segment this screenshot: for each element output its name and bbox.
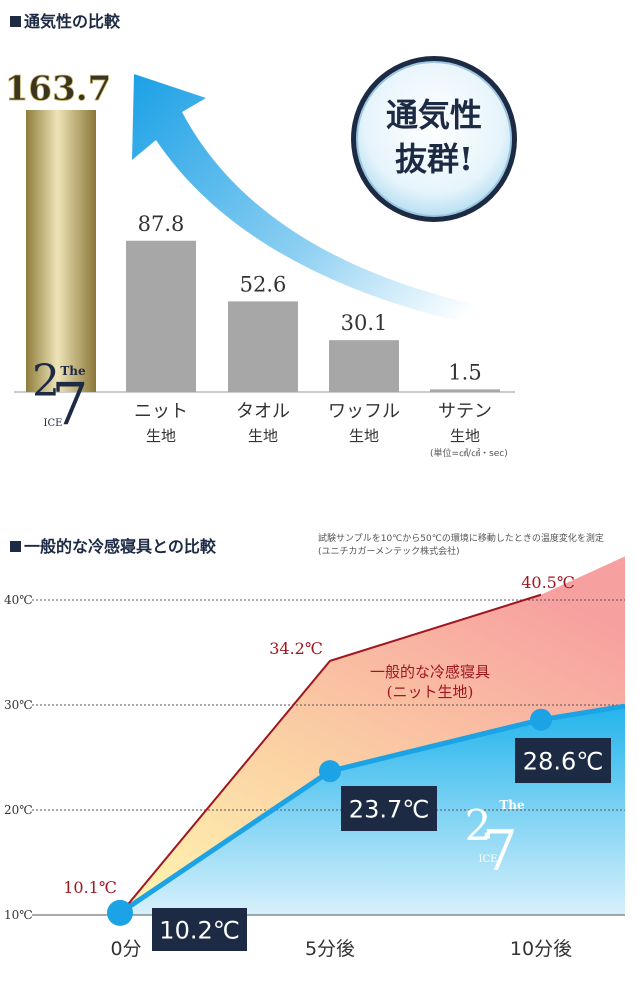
svg-text:The: The bbox=[499, 798, 525, 812]
chart2-series-label: 一般的な冷感寝具 (ニット生地) bbox=[370, 663, 490, 701]
svg-text:(ニット生地): (ニット生地) bbox=[387, 683, 474, 701]
svg-text:一般的な冷感寝具: 一般的な冷感寝具 bbox=[370, 663, 490, 681]
badge-line-1: 通気性 bbox=[386, 96, 482, 134]
y-tick-label-10: 10℃ bbox=[4, 908, 33, 922]
bar-value-label-1: 87.8 bbox=[138, 212, 185, 236]
category-sublabel-3: 生地 bbox=[349, 427, 379, 445]
x-tick-label-1: 5分後 bbox=[305, 938, 355, 960]
data-point-ice27-1 bbox=[319, 760, 341, 783]
bar-1 bbox=[126, 240, 196, 392]
chart2-note-line-1: 試験サンプルを10℃から50℃の環境に移動したときの温度変化を測定 bbox=[318, 534, 604, 544]
the-ice-27-logo: 2 7 The ICE bbox=[32, 356, 88, 438]
x-tick-label-2: 10分後 bbox=[510, 938, 572, 960]
series-line-general bbox=[119, 593, 542, 915]
data-label-ice27-2: 28.6℃ bbox=[523, 748, 603, 776]
category-label-1: ニット bbox=[134, 401, 188, 422]
chart2-title: 一般的な冷感寝具との比較 bbox=[10, 533, 216, 557]
growth-arrow-icon bbox=[132, 74, 550, 338]
badge-line-2: 抜群! bbox=[395, 140, 473, 178]
category-sublabel-2: 生地 bbox=[248, 427, 278, 445]
x-tick-label-0: 0分 bbox=[110, 938, 141, 960]
data-label-box-ice27-0 bbox=[152, 908, 247, 951]
data-label-ice27-0: 10.2℃ bbox=[159, 917, 239, 945]
category-sublabel-1: 生地 bbox=[146, 427, 176, 445]
category-sublabel-4: 生地 bbox=[450, 427, 480, 445]
bar-2 bbox=[228, 301, 298, 392]
data-point-ice27-2 bbox=[530, 708, 552, 731]
chart1-title: 通気性の比較 bbox=[10, 8, 120, 32]
data-label-general-0: 10.1℃ bbox=[63, 878, 117, 897]
y-tick-label-20: 20℃ bbox=[4, 803, 33, 817]
bar-value-label-2: 52.6 bbox=[240, 272, 287, 296]
series-line-ice27 bbox=[118, 703, 626, 915]
svg-text:ICE: ICE bbox=[479, 854, 498, 865]
chart1-unit-note: (単位=㎤/㎠・sec) bbox=[430, 449, 508, 459]
svg-text:2: 2 bbox=[32, 356, 60, 407]
breathability-badge: 通気性 抜群! bbox=[351, 56, 517, 222]
chart2-the-ice-27-logo: 2 7 The ICE bbox=[465, 798, 525, 884]
data-label-general-2: 40.5℃ bbox=[521, 573, 575, 592]
chart2-note-line-2: (ユニチカガーメンテック株式会社) bbox=[318, 547, 460, 557]
bar-0 bbox=[26, 110, 96, 392]
warm-area bbox=[120, 556, 625, 914]
data-label-box-ice27-1 bbox=[341, 786, 437, 831]
data-label-general-1: 34.2℃ bbox=[269, 639, 323, 658]
bar-value-label-4: 1.5 bbox=[448, 360, 481, 384]
svg-text:7: 7 bbox=[482, 819, 518, 884]
data-label-box-ice27-2 bbox=[515, 738, 611, 783]
svg-text:2: 2 bbox=[465, 801, 492, 850]
bar-value-label-3: 30.1 bbox=[341, 311, 388, 335]
bar-3 bbox=[329, 340, 399, 392]
svg-text:The: The bbox=[60, 364, 86, 378]
data-label-ice27-1: 23.7℃ bbox=[349, 796, 429, 824]
bar-4 bbox=[430, 389, 500, 392]
y-tick-label-40: 40℃ bbox=[4, 593, 33, 607]
y-tick-label-30: 30℃ bbox=[4, 698, 33, 712]
data-point-ice27-0 bbox=[107, 899, 133, 926]
svg-text:7: 7 bbox=[52, 370, 89, 438]
category-label-2: タオル bbox=[236, 401, 290, 422]
svg-text:ICE: ICE bbox=[44, 418, 63, 429]
bar-value-label-0: 163.7 bbox=[5, 69, 111, 109]
category-label-4: サテン bbox=[438, 401, 492, 422]
category-label-3: ワッフル bbox=[328, 401, 400, 422]
